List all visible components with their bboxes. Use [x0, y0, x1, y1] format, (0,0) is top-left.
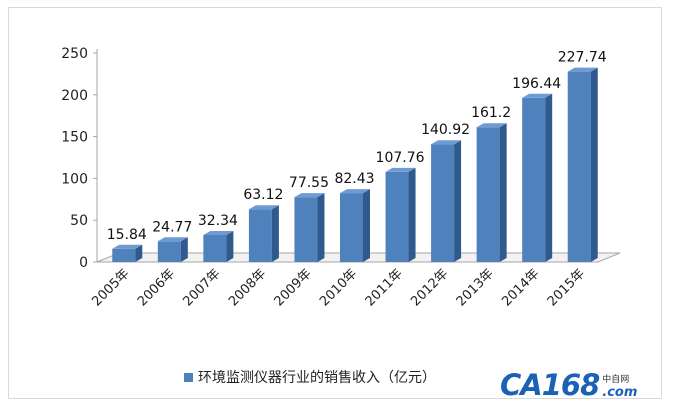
y-tick-label: 100 — [61, 171, 88, 187]
bar-side — [454, 140, 462, 262]
bar-side — [180, 237, 188, 262]
bar-front — [476, 127, 500, 262]
bar-side — [590, 67, 598, 262]
data-label: 24.77 — [152, 219, 192, 235]
legend-label: 环境监测仪器行业的销售收入（亿元） — [198, 370, 436, 386]
x-tick-label: 2008年 — [226, 266, 269, 309]
data-label: 77.55 — [289, 175, 329, 191]
bar-top — [567, 67, 598, 72]
data-label: 63.12 — [243, 187, 283, 203]
bar-front — [340, 193, 363, 262]
bar-side — [317, 193, 325, 262]
x-tick-label: 2011年 — [363, 266, 406, 309]
bar-front — [294, 197, 318, 262]
x-tick-label: 2013年 — [454, 266, 497, 309]
bar-top — [157, 237, 188, 242]
bar-side — [408, 167, 416, 262]
watermark-side: 中自网 .com — [602, 375, 637, 400]
watermark-domain-text: .com — [602, 385, 638, 400]
bar-top — [385, 167, 416, 172]
watermark-main-text: CA168 — [500, 368, 600, 402]
y-tick-label: 0 — [79, 255, 88, 271]
data-label: 107.76 — [376, 150, 425, 166]
data-label: 196.44 — [512, 76, 561, 92]
x-tick-label: 2014年 — [499, 266, 542, 309]
bar-front — [157, 241, 181, 262]
legend-swatch — [184, 372, 193, 382]
x-tick-label: 2005年 — [89, 266, 132, 309]
x-tick-label: 2007年 — [180, 266, 223, 309]
bar-side — [226, 230, 234, 262]
bar-side — [271, 205, 279, 262]
x-tick-label: 2009年 — [272, 266, 315, 309]
x-tick-label: 2015年 — [545, 266, 588, 309]
bar-front — [431, 144, 455, 262]
y-tick-label: 200 — [61, 88, 88, 104]
y-tick-label: 250 — [61, 46, 88, 62]
bar-top — [476, 123, 507, 128]
bar-top — [431, 140, 462, 145]
bar-side — [499, 123, 507, 262]
bar-top — [248, 205, 279, 210]
watermark-cn-text: 中自网 — [602, 375, 630, 385]
bar-front — [567, 71, 591, 262]
bar-side — [363, 189, 370, 262]
bar-top — [294, 193, 325, 198]
bar-side — [545, 93, 553, 263]
bar-top — [112, 244, 143, 249]
bar-side — [135, 244, 143, 262]
data-label: 15.84 — [107, 227, 147, 243]
data-label: 161.2 — [471, 105, 511, 121]
bar-front — [248, 209, 272, 262]
data-label: 32.34 — [198, 213, 238, 229]
legend: 环境监测仪器行业的销售收入（亿元） — [184, 367, 436, 387]
bar-front — [112, 248, 136, 262]
y-tick-label: 50 — [70, 213, 88, 229]
x-tick-label: 2006年 — [135, 266, 178, 309]
x-tick-label: 2010年 — [317, 266, 360, 309]
data-label: 82.43 — [334, 171, 374, 187]
data-label: 140.92 — [421, 122, 470, 138]
bar-front — [522, 97, 546, 263]
bar-top — [203, 230, 234, 235]
chart-frame — [8, 7, 662, 399]
y-tick-label: 150 — [61, 130, 88, 146]
x-tick-label: 2012年 — [408, 266, 451, 309]
bar-front — [385, 171, 409, 262]
bar-top — [522, 93, 553, 98]
data-label: 227.74 — [558, 50, 607, 66]
bar-front — [203, 234, 227, 262]
ca168-watermark-logo: CA168 中自网 .com — [500, 366, 637, 400]
bar-top — [340, 189, 370, 194]
